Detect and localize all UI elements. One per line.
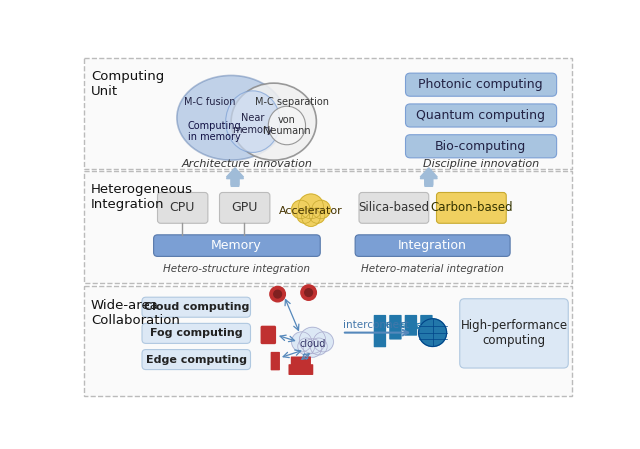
FancyArrow shape bbox=[420, 168, 437, 185]
Circle shape bbox=[301, 208, 320, 226]
Circle shape bbox=[292, 200, 310, 219]
Text: Carbon-based: Carbon-based bbox=[430, 202, 513, 214]
Text: Quantum computing: Quantum computing bbox=[416, 109, 545, 122]
Text: Memory: Memory bbox=[211, 239, 262, 252]
Text: von
Neumann: von Neumann bbox=[263, 114, 311, 136]
Text: Discipline innovation: Discipline innovation bbox=[422, 159, 539, 169]
Text: High-performance
computing: High-performance computing bbox=[460, 319, 568, 348]
Text: Hetero-structure integration: Hetero-structure integration bbox=[163, 264, 310, 274]
FancyBboxPatch shape bbox=[406, 73, 557, 96]
FancyBboxPatch shape bbox=[260, 326, 276, 344]
Text: Photonic computing: Photonic computing bbox=[419, 78, 543, 91]
FancyBboxPatch shape bbox=[389, 315, 402, 339]
Text: Integration: Integration bbox=[398, 239, 467, 252]
Circle shape bbox=[274, 290, 282, 298]
Bar bbox=[84, 58, 572, 169]
FancyBboxPatch shape bbox=[420, 315, 433, 339]
Text: Edge computing: Edge computing bbox=[146, 355, 247, 365]
Ellipse shape bbox=[177, 75, 285, 160]
Circle shape bbox=[419, 319, 447, 347]
FancyBboxPatch shape bbox=[460, 299, 568, 368]
Text: Silica-based: Silica-based bbox=[358, 202, 429, 214]
Ellipse shape bbox=[268, 106, 305, 145]
Text: GPU: GPU bbox=[231, 202, 257, 214]
Text: M-C separation: M-C separation bbox=[255, 97, 328, 107]
Text: M-C fusion: M-C fusion bbox=[184, 97, 235, 107]
Circle shape bbox=[292, 332, 312, 352]
Text: Wide-area
Collaboration: Wide-area Collaboration bbox=[91, 299, 180, 327]
FancyBboxPatch shape bbox=[220, 193, 270, 223]
FancyArrow shape bbox=[227, 169, 244, 186]
Circle shape bbox=[310, 338, 327, 355]
Circle shape bbox=[303, 339, 322, 357]
FancyArrow shape bbox=[420, 169, 437, 186]
Text: Computing
in memory: Computing in memory bbox=[188, 121, 241, 142]
Circle shape bbox=[313, 332, 333, 352]
Text: Architecture innovation: Architecture innovation bbox=[181, 159, 312, 169]
FancyBboxPatch shape bbox=[359, 193, 429, 223]
FancyArrow shape bbox=[227, 168, 244, 185]
FancyBboxPatch shape bbox=[142, 323, 250, 343]
FancyBboxPatch shape bbox=[404, 315, 417, 336]
Circle shape bbox=[297, 208, 312, 223]
Bar bbox=[84, 171, 572, 282]
Circle shape bbox=[309, 208, 325, 223]
Circle shape bbox=[305, 289, 312, 296]
FancyBboxPatch shape bbox=[142, 297, 250, 317]
Text: Heterogeneous
Integration: Heterogeneous Integration bbox=[91, 183, 193, 211]
FancyBboxPatch shape bbox=[271, 352, 280, 370]
Text: CPU: CPU bbox=[170, 202, 195, 214]
Circle shape bbox=[270, 286, 285, 302]
Text: Cloud computing: Cloud computing bbox=[143, 302, 249, 312]
FancyBboxPatch shape bbox=[406, 104, 557, 127]
Circle shape bbox=[298, 338, 315, 355]
FancyBboxPatch shape bbox=[406, 135, 557, 158]
Text: Fog computing: Fog computing bbox=[150, 328, 243, 339]
Circle shape bbox=[298, 194, 323, 219]
Ellipse shape bbox=[231, 83, 316, 160]
Text: Hetero-material integration: Hetero-material integration bbox=[361, 264, 504, 274]
FancyBboxPatch shape bbox=[436, 193, 506, 223]
Bar bbox=[84, 286, 572, 396]
FancyBboxPatch shape bbox=[142, 350, 250, 370]
Text: Near
memory: Near memory bbox=[232, 113, 273, 135]
Circle shape bbox=[300, 327, 326, 353]
Text: Accelerator: Accelerator bbox=[279, 206, 343, 216]
Circle shape bbox=[312, 200, 330, 219]
Text: Computing
Unit: Computing Unit bbox=[91, 70, 164, 98]
Text: interconnect: interconnect bbox=[343, 320, 409, 330]
Ellipse shape bbox=[226, 91, 280, 153]
FancyBboxPatch shape bbox=[291, 357, 311, 367]
FancyBboxPatch shape bbox=[374, 315, 386, 347]
FancyBboxPatch shape bbox=[355, 235, 510, 256]
Text: cloud: cloud bbox=[300, 339, 326, 349]
FancyBboxPatch shape bbox=[157, 193, 208, 223]
FancyBboxPatch shape bbox=[154, 235, 320, 256]
FancyBboxPatch shape bbox=[289, 364, 313, 375]
Text: Bio-computing: Bio-computing bbox=[435, 140, 526, 153]
Circle shape bbox=[301, 285, 316, 300]
